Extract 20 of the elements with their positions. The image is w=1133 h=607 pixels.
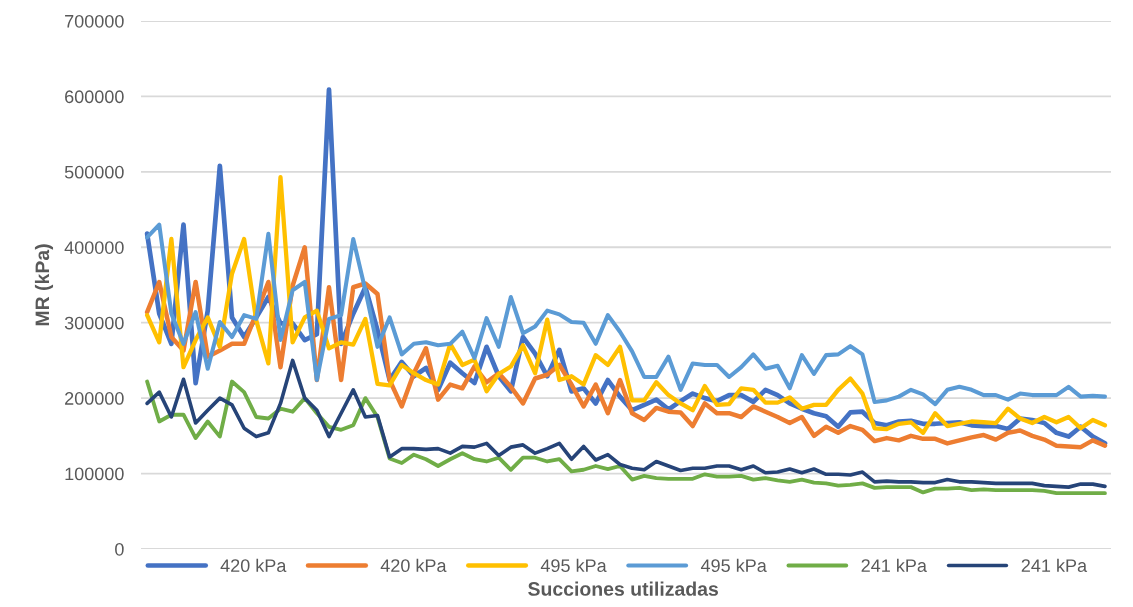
y-tick-label: 200000: [65, 392, 124, 405]
y-tick-label: 0: [115, 542, 124, 556]
line-series: [145, 358, 1107, 489]
legend-label: 495 kPa: [540, 558, 607, 573]
legend-label: 241 kPa: [861, 558, 927, 573]
line-series: [145, 379, 1107, 496]
line-series: [144, 174, 1108, 435]
line-series: [145, 222, 1107, 407]
legend-label: 420 kPa: [380, 558, 447, 573]
y-tick-label: 400000: [64, 241, 124, 254]
y-tick-label: 100000: [65, 467, 124, 481]
legend-label: 420 kPa: [220, 558, 287, 573]
y-tick-label: 500000: [64, 165, 124, 179]
legend-label: 495 kPa: [700, 558, 767, 573]
y-tick-label: 700000: [65, 14, 124, 28]
legend-label: 241 kPa: [1021, 558, 1088, 573]
y-tick-label: 300000: [64, 316, 124, 330]
y-tick-label: 600000: [65, 90, 124, 104]
x-axis-title: Succiones utilizadas: [528, 581, 718, 596]
y-axis-title: MR (kPa): [34, 244, 54, 326]
